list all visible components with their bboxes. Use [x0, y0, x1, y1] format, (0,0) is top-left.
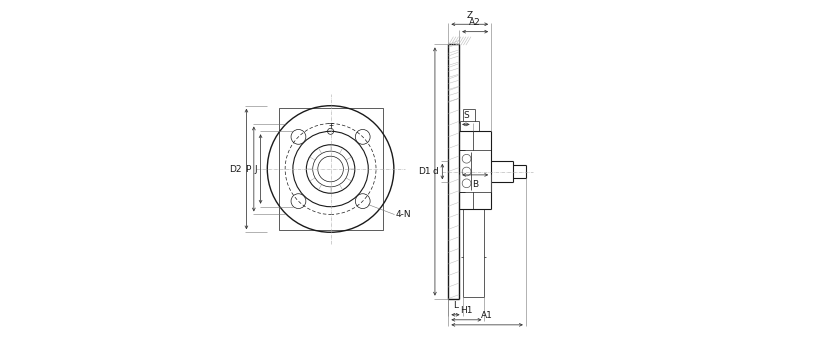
- Text: H1: H1: [460, 307, 472, 315]
- Text: A2: A2: [469, 18, 481, 27]
- Text: D2: D2: [229, 165, 242, 173]
- Text: S: S: [463, 111, 468, 120]
- Text: d: d: [432, 167, 438, 176]
- Text: L: L: [453, 301, 458, 310]
- Bar: [278, 108, 383, 230]
- Text: Z: Z: [467, 11, 472, 20]
- Text: J: J: [255, 165, 257, 173]
- Text: B: B: [472, 180, 478, 189]
- Text: D1: D1: [419, 167, 431, 176]
- Text: 4-N: 4-N: [396, 210, 411, 219]
- Text: P: P: [245, 165, 251, 173]
- Text: A1: A1: [481, 312, 493, 320]
